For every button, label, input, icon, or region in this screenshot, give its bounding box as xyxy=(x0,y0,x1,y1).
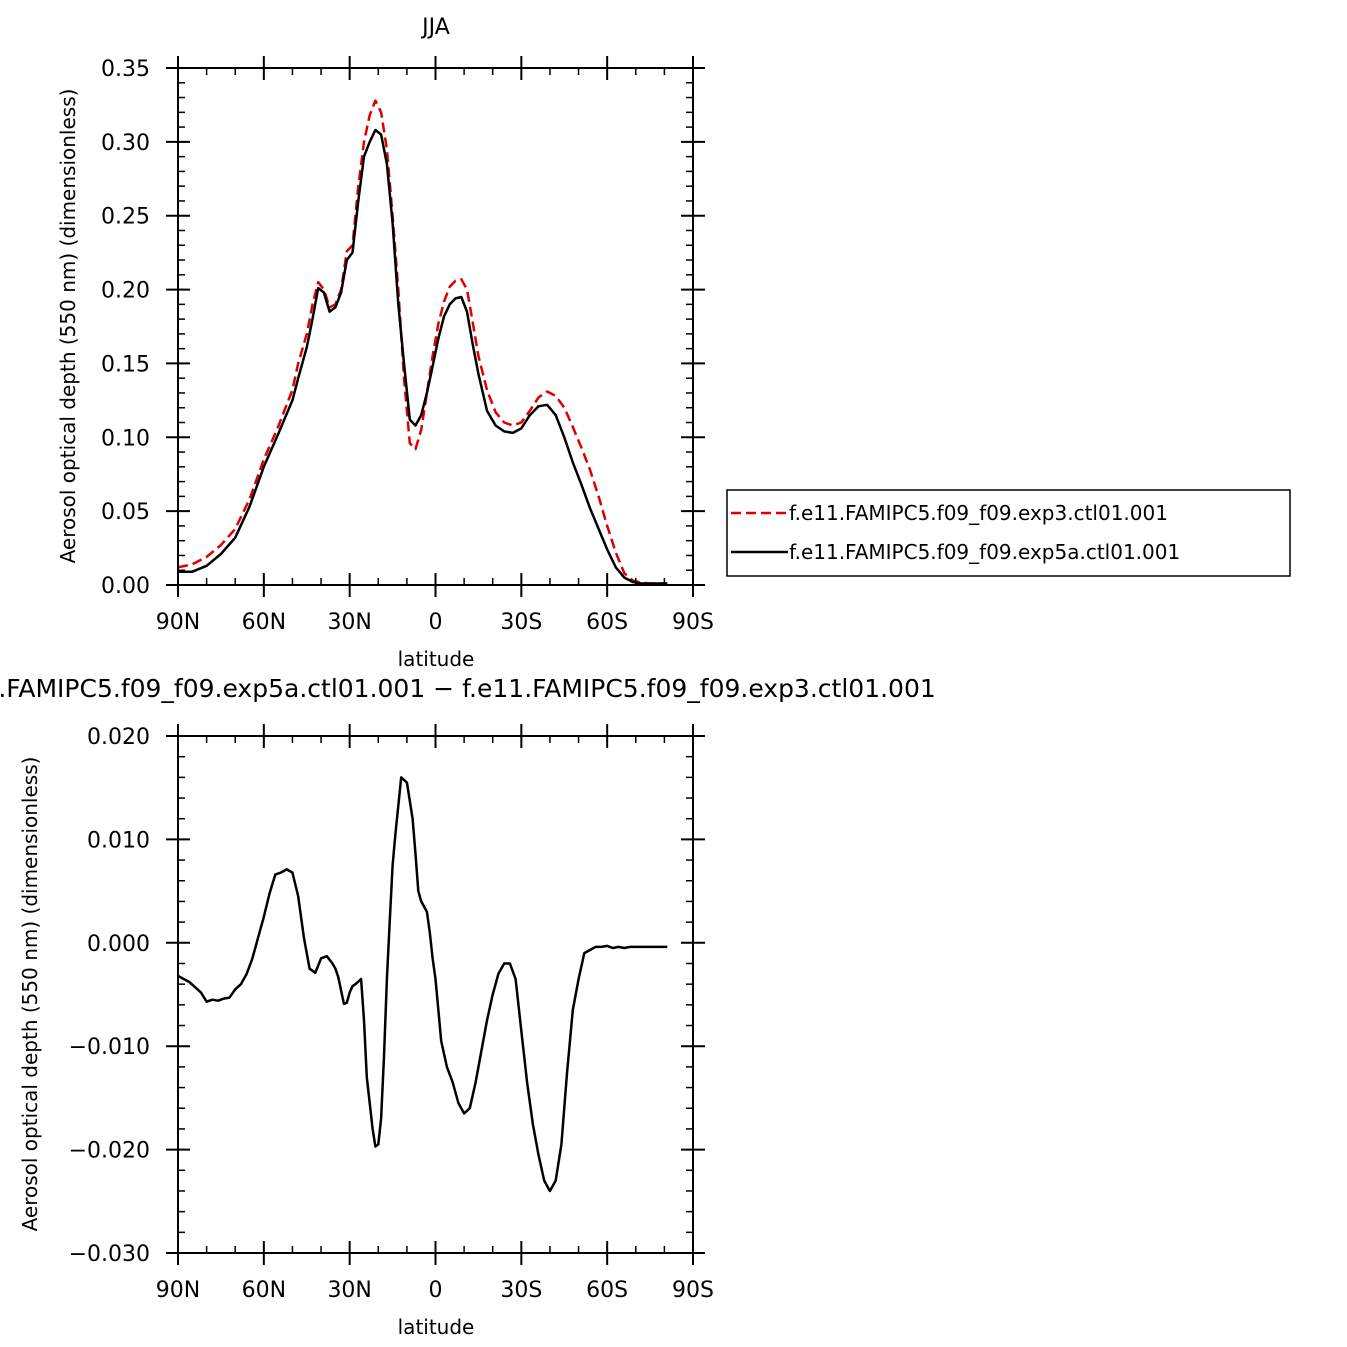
top-x-tick-label: 0 xyxy=(429,610,443,635)
top-series-line-1 xyxy=(178,128,668,585)
bottom-axis-ticks: 90N 60N 30N 0 30S 60S 90S −0.030 −0.020 −0.010 0.0… xyxy=(69,724,714,1303)
bottom-series-line-0 xyxy=(177,776,668,1193)
top-y-tick-label: 0.05 xyxy=(101,500,150,525)
top-chart: JJA 90N 60N 30N 0 30S 60S 90S 0.00 0.05 0.10 0.15 0… xyxy=(56,15,714,671)
top-x-tick-label: 30S xyxy=(500,610,542,635)
top-axis-ticks: 90N 60N 30N 0 30S 60S 90S 0.00 0.05 0.10 0.15 0.20 0… xyxy=(101,56,714,635)
top-y-tick-label: 0.30 xyxy=(101,131,150,156)
top-y-axis-label: Aerosol optical depth (550 nm) (dimensio… xyxy=(56,89,80,564)
top-y-tick-label: 0.25 xyxy=(101,205,150,230)
top-series-group xyxy=(177,99,668,585)
top-x-tick-label: 60N xyxy=(242,610,286,635)
top-y-tick-label: 0.00 xyxy=(101,574,150,599)
bottom-x-tick-label: 90S xyxy=(672,1278,714,1303)
top-x-axis-label: latitude xyxy=(398,647,475,671)
top-series-line-0 xyxy=(177,99,668,585)
top-chart-title: JJA xyxy=(420,15,450,40)
bottom-y-tick-label: 0.010 xyxy=(87,828,150,853)
bottom-y-tick-label: −0.010 xyxy=(69,1035,150,1060)
bottom-y-axis-label: Aerosol optical depth (550 nm) (dimensio… xyxy=(18,757,42,1232)
top-y-tick-label: 0.15 xyxy=(101,352,150,377)
top-x-tick-label: 90S xyxy=(672,610,714,635)
bottom-y-tick-label: 0.000 xyxy=(87,932,150,957)
bottom-chart-title: f.e11.FAMIPC5.f09_f09.exp5a.ctl01.001 − … xyxy=(0,674,936,703)
top-x-tick-label: 90N xyxy=(156,610,200,635)
top-y-tick-label: 0.20 xyxy=(101,279,150,304)
bottom-x-axis-label: latitude xyxy=(398,1315,475,1339)
bottom-x-tick-label: 30S xyxy=(500,1278,542,1303)
bottom-y-tick-label: 0.020 xyxy=(87,725,150,750)
legend-label-exp3: f.e11.FAMIPC5.f09_f09.exp3.ctl01.001 xyxy=(789,501,1168,525)
bottom-x-tick-label: 30N xyxy=(327,1278,371,1303)
bottom-series-group xyxy=(177,776,668,1193)
bottom-y-tick-label: −0.030 xyxy=(69,1242,150,1267)
top-x-tick-label: 30N xyxy=(327,610,371,635)
top-y-tick-label: 0.10 xyxy=(101,426,150,451)
top-x-tick-label: 60S xyxy=(586,610,628,635)
bottom-y-tick-label: −0.020 xyxy=(69,1139,150,1164)
legend: f.e11.FAMIPC5.f09_f09.exp3.ctl01.001 f.e… xyxy=(726,489,1291,577)
bottom-x-tick-label: 90N xyxy=(156,1278,200,1303)
top-y-tick-label: 0.35 xyxy=(101,57,150,82)
legend-box xyxy=(726,489,1291,577)
bottom-chart: f.e11.FAMIPC5.f09_f09.exp5a.ctl01.001 − … xyxy=(0,674,936,1339)
bottom-x-tick-label: 60N xyxy=(242,1278,286,1303)
bottom-x-tick-label: 0 xyxy=(429,1278,443,1303)
bottom-x-tick-label: 60S xyxy=(586,1278,628,1303)
legend-label-exp5a: f.e11.FAMIPC5.f09_f09.exp5a.ctl01.001 xyxy=(789,540,1180,564)
